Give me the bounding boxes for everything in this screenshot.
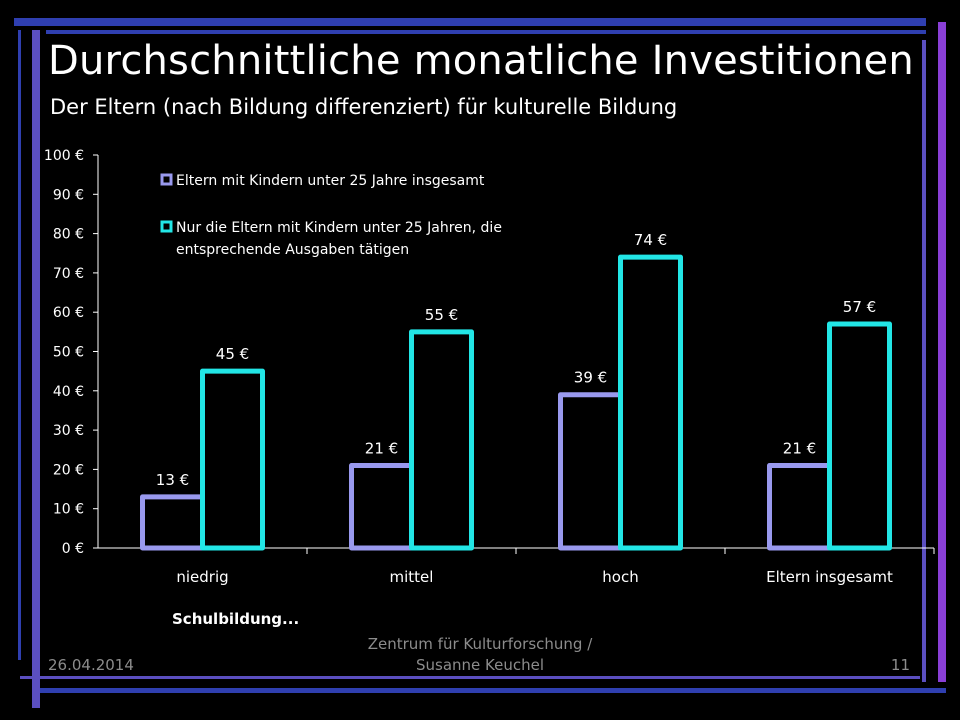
bar-series1-2 — [558, 392, 623, 551]
data-label-series2: 45 € — [216, 345, 249, 363]
data-label-series1: 21 € — [783, 439, 816, 457]
y-tick-label: 60 € — [53, 305, 84, 321]
bar-series2-3 — [827, 321, 892, 551]
slide-subtitle: Der Eltern (nach Bildung differenziert) … — [50, 95, 678, 119]
frame-right-inner-bar — [922, 40, 926, 682]
y-tick-label: 20 € — [53, 462, 84, 478]
frame-top-bar — [14, 18, 926, 26]
data-label-series1: 13 € — [156, 471, 189, 489]
footer-author-line-2: Susanne Keuchel — [415, 656, 545, 674]
y-tick-label: 40 € — [53, 384, 84, 400]
legend-swatch-series2 — [160, 220, 173, 233]
frame-bottom-bar — [40, 688, 946, 693]
frame-right-bar — [938, 22, 946, 682]
legend-label-series2-line2: entsprechende Ausgaben tätigen — [176, 242, 409, 258]
frame-left-bar — [32, 30, 40, 708]
bar-series1-0 — [140, 494, 205, 551]
legend-label-series2-line1: Nur die Eltern mit Kindern unter 25 Jahr… — [176, 220, 502, 236]
x-tick-label: Eltern insgesamt — [766, 568, 893, 586]
bar-series2-2 — [618, 254, 683, 551]
y-tick-label: 80 € — [53, 227, 84, 243]
data-label-series2: 74 € — [634, 231, 667, 249]
bar-series2-0 — [200, 368, 265, 551]
y-tick-label: 50 € — [53, 345, 84, 361]
data-label-series2: 57 € — [843, 298, 876, 316]
bar-series1-1 — [349, 462, 414, 551]
page-number: 11 — [890, 656, 910, 674]
slide-title: Durchschnittliche monatliche Investition… — [48, 38, 914, 84]
y-tick-label: 10 € — [53, 502, 84, 518]
legend-label-series1: Eltern mit Kindern unter 25 Jahre insges… — [176, 173, 485, 189]
x-axis-label: Schulbildung... — [172, 610, 299, 628]
footer-author: Zentrum für Kulturforschung / Susanne Ke… — [320, 634, 640, 676]
y-tick-label: 90 € — [53, 187, 84, 203]
legend-swatch-series1 — [160, 173, 173, 186]
frame-left-thin-bar — [18, 30, 21, 660]
data-label-series2: 55 € — [425, 306, 458, 324]
y-tick-label: 70 € — [53, 266, 84, 282]
bar-series1-3 — [767, 462, 832, 551]
y-tick-label: 0 € — [62, 541, 84, 557]
frame-top-inner-bar — [46, 30, 926, 34]
footer-author-line-1: Zentrum für Kulturforschung / — [367, 635, 593, 653]
y-tick-label: 30 € — [53, 423, 84, 439]
y-tick-label: 100 € — [44, 148, 84, 164]
data-label-series1: 39 € — [574, 369, 607, 387]
frame-bottom-thin-bar — [20, 676, 920, 679]
data-label-series1: 21 € — [365, 439, 398, 457]
footer-date: 26.04.2014 — [48, 656, 134, 674]
x-tick-label: hoch — [602, 568, 638, 586]
x-tick-label: niedrig — [176, 568, 228, 586]
bar-series2-1 — [409, 329, 474, 551]
x-tick-label: mittel — [390, 568, 434, 586]
